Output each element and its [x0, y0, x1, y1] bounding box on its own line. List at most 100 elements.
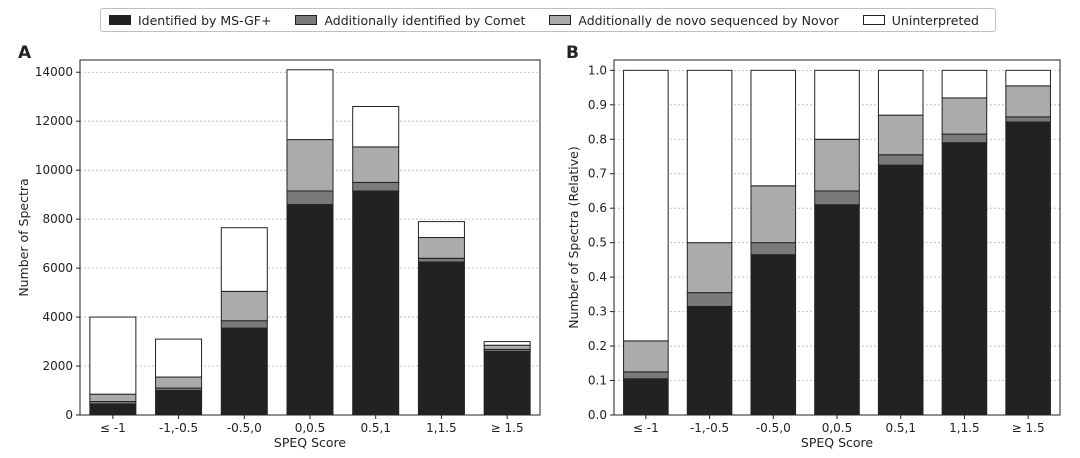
y-tick-label: 6000 [42, 261, 73, 275]
x-tick-label: 0.5,1 [885, 421, 916, 435]
y-tick-label: 8000 [42, 212, 73, 226]
plot-frame [613, 59, 1061, 416]
bar-segment [1005, 69, 1051, 87]
bar-segment [941, 133, 988, 144]
bar-segment [623, 371, 669, 380]
bar-segment [286, 69, 334, 141]
bar-segment [417, 221, 465, 239]
bar-segment [155, 376, 203, 389]
legend-item-2: Additionally de novo sequenced by Novor [549, 12, 839, 28]
x-tick-label: 1,1.5 [949, 421, 980, 435]
x-tick-label: 0.5,1 [360, 421, 391, 435]
bar-segment [814, 138, 860, 192]
y-tick-label: 1.0 [588, 63, 607, 77]
bar-segment [623, 378, 669, 416]
y-tick-label: 0.4 [588, 270, 607, 284]
bar-segment [877, 114, 924, 156]
legend-item-0: Identified by MS-GF+ [109, 13, 271, 28]
legend-swatch-2 [549, 15, 572, 25]
legend-label-0: Identified by MS-GF+ [138, 12, 272, 28]
bar-segment [941, 69, 988, 99]
bar-segment [750, 254, 797, 416]
y-axis-label: Number of Spectra [16, 178, 31, 296]
x-tick-label: -1,-0.5 [159, 421, 198, 435]
bar-segment [286, 203, 334, 416]
bar-segment [352, 181, 400, 192]
y-tick-label: 0.3 [588, 305, 607, 319]
y-tick-label: 4000 [42, 310, 73, 324]
bar-segment [89, 403, 137, 416]
bar-segment [1005, 121, 1051, 416]
bar-segment [750, 242, 797, 256]
bar-segment [877, 164, 924, 416]
legend: Identified by MS-GF+ Additionally identif… [100, 8, 996, 32]
y-tick-label: 0.0 [588, 408, 607, 422]
bar-segment [623, 340, 669, 373]
legend-label-2: Additionally de novo sequenced by Novor [578, 12, 839, 28]
bar-segment [220, 290, 268, 322]
bar-segment [877, 154, 924, 166]
bar-segment [417, 257, 465, 263]
y-tick-label: 0.6 [588, 201, 607, 215]
bar-segment [686, 242, 733, 294]
legend-item-3: Uninterpreted [862, 13, 979, 28]
bar-segment [89, 393, 137, 403]
x-tick-label: -1,-0.5 [690, 421, 729, 435]
panel-label: B [566, 43, 579, 63]
bar-segment [220, 320, 268, 329]
bar-segment [750, 185, 797, 244]
y-tick-label: 0.5 [588, 236, 607, 250]
bar-segment [352, 190, 400, 416]
bar-segment [89, 316, 137, 395]
y-tick-label: 0.7 [588, 167, 607, 181]
bar-segment [417, 237, 465, 259]
x-tick-label: 1,1.5 [426, 421, 457, 435]
bar-segment [941, 97, 988, 135]
bar-segment [941, 142, 988, 416]
y-tick-label: 0.8 [588, 132, 607, 146]
y-tick-label: 12000 [35, 114, 73, 128]
bar-segment [483, 341, 531, 346]
y-tick-label: 0 [65, 408, 73, 422]
legend-swatch-3 [862, 15, 885, 25]
bar-segment [155, 338, 203, 378]
bar-segment [352, 146, 400, 183]
legend-swatch-0 [109, 15, 131, 25]
y-tick-label: 10000 [35, 163, 73, 177]
bar-segment [417, 261, 465, 416]
bar-segment [220, 327, 268, 416]
y-tick-label: 14000 [35, 65, 73, 79]
x-tick-label: 0,0.5 [822, 421, 853, 435]
bar-segment [623, 69, 669, 342]
bar-segment [814, 69, 860, 140]
bar-segment [286, 139, 334, 192]
bar-segment [877, 69, 924, 116]
bar-segment [686, 69, 733, 244]
x-tick-label: ≤ -1 [100, 421, 126, 435]
x-tick-label: ≥ 1.5 [491, 421, 524, 435]
bar-segment [483, 344, 531, 350]
y-tick-label: 0.1 [588, 374, 607, 388]
y-tick-label: 0.2 [588, 339, 607, 353]
legend-label-1: Additionally identified by Comet [324, 12, 526, 28]
x-axis-label: SPEQ Score [274, 435, 347, 450]
bar-segment [1005, 85, 1051, 118]
panel-label: A [18, 43, 32, 63]
bar-segment [220, 227, 268, 292]
legend-swatch-1 [295, 15, 318, 25]
x-tick-label: ≤ -1 [633, 421, 659, 435]
x-tick-label: -0.5,0 [756, 421, 791, 435]
bar-segment [814, 190, 860, 206]
bar-segment [155, 390, 203, 416]
bar-segment [352, 106, 400, 148]
x-tick-label: -0.5,0 [227, 421, 262, 435]
y-tick-label: 2000 [42, 359, 73, 373]
y-tick-label: 0.9 [588, 98, 607, 112]
chart-panel-b: 0.0 0.1 0.2 0.3 0.4 0.5 0.6 0.7 0.8 0.9 1.0 ≤ -1 -1,… [566, 43, 1061, 450]
bar-segment [814, 204, 860, 416]
bar-segment [686, 292, 733, 307]
bar-segment [286, 190, 334, 205]
bar-segment [483, 350, 531, 416]
legend-item-1: Additionally identified by Comet [295, 13, 525, 28]
